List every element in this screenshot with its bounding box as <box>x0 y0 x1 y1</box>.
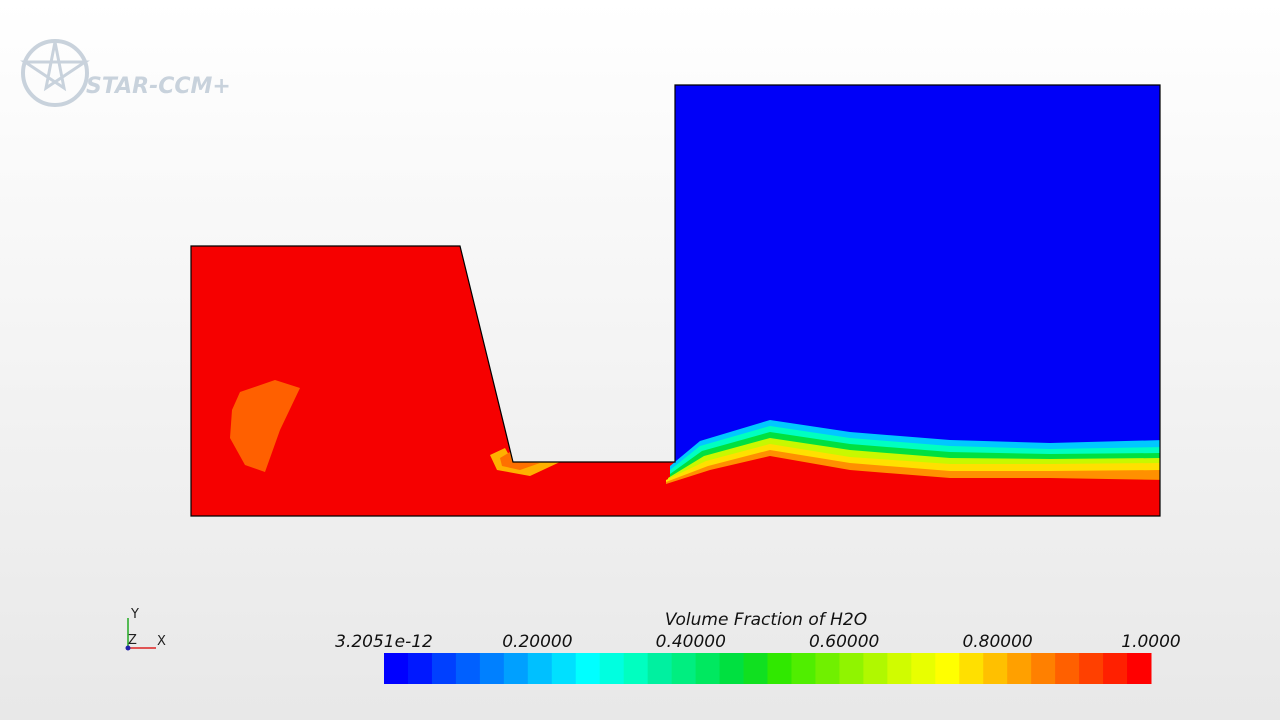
triad-y: Y <box>130 607 139 622</box>
colorbar-swatch <box>743 653 768 684</box>
colorbar-tick-label: 0.40000 <box>656 632 726 652</box>
colorbar-swatch <box>719 653 745 684</box>
colorbar-swatch <box>1031 653 1056 684</box>
colorbar-swatch <box>911 653 936 684</box>
colorbar-title: Volume Fraction of H2O <box>665 610 867 630</box>
colorbar-tick-label: 0.80000 <box>962 632 1032 652</box>
logo-text: STAR-CCM+ <box>86 74 231 99</box>
colorbar-swatch <box>695 653 721 684</box>
colorbar-swatch <box>839 653 864 684</box>
colorbar-swatch <box>384 653 409 684</box>
colorbar-swatch <box>1055 653 1080 684</box>
domain-outline <box>190 84 1161 517</box>
colorbar-swatch <box>623 653 649 684</box>
colorbar-swatch <box>407 653 433 684</box>
triad-x: X <box>157 634 166 649</box>
colorbar-swatch <box>431 653 457 684</box>
colorbar-swatch <box>767 653 792 684</box>
colorbar-tick-label: 0.60000 <box>809 632 879 652</box>
colorbar-swatch <box>887 653 912 684</box>
colorbar-swatch <box>455 653 481 684</box>
colorbar-swatch <box>599 653 625 684</box>
colorbar-swatch <box>1103 653 1128 684</box>
colorbar-swatch <box>551 653 577 684</box>
colorbar-swatch <box>1007 653 1032 684</box>
colorbar-swatch <box>503 653 529 684</box>
logo: STAR-CCM+ <box>20 39 231 107</box>
colorbar-swatch <box>671 653 697 684</box>
colorbar-swatch <box>527 653 553 684</box>
colorbar-swatch <box>983 653 1008 684</box>
colorbar-swatch <box>863 653 888 684</box>
colorbar-swatch <box>1079 653 1104 684</box>
colorbar-swatch <box>575 653 601 684</box>
colorbar-swatch <box>479 653 505 684</box>
colorbar: Volume Fraction of H2O 3.2051e-12 0.20000… <box>335 610 1181 684</box>
colorbar-tick-label: 1.0000 <box>1121 632 1180 652</box>
colorbar-swatch <box>647 653 673 684</box>
triad-z: Z <box>128 633 137 648</box>
colorbar-tick-label: 3.2051e-12 <box>335 632 433 652</box>
axis-triad: Y Z X <box>125 607 166 651</box>
colorbar-swatch <box>815 653 840 684</box>
colorbar-swatch <box>1127 653 1152 684</box>
colorbar-swatch <box>959 653 984 684</box>
colorbar-swatch <box>935 653 960 684</box>
colorbar-swatch <box>791 653 816 684</box>
colorbar-tick-label: 0.20000 <box>502 632 572 652</box>
